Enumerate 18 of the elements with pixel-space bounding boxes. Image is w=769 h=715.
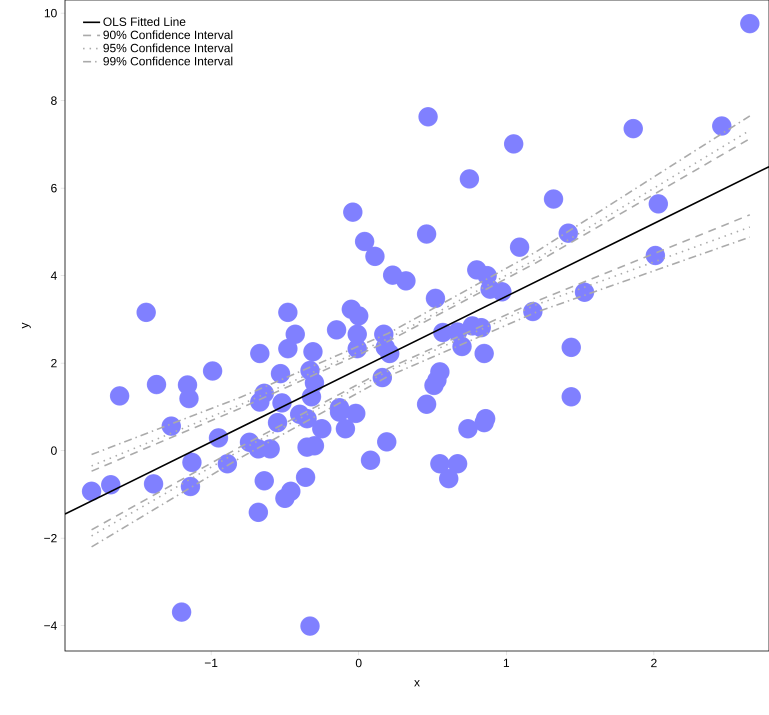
y-tick-label: 4 [50,272,57,280]
y-tick-label: 10 [44,8,57,18]
legend-label: 95% Confidence Interval [103,44,232,52]
legend-label: 99% Confidence Interval [103,56,232,66]
y-tick-label: −4 [44,622,57,630]
y-tick-label: 6 [51,184,57,192]
x-tick-label: −1 [204,658,218,667]
y-tick-label: 0 [51,446,57,455]
x-tick-label: 2 [651,658,657,668]
x-tick-label: 0 [356,658,362,668]
x-tick-label: 1 [504,658,510,667]
y-tick-label: −2 [44,534,57,542]
legend-label: OLS Fitted Line [103,17,186,26]
y-tick-label: 8 [51,96,57,105]
x-axis-title: x [414,680,420,686]
y-axis-title: y [22,322,31,328]
y-tick-label: 2 [51,358,57,368]
legend-label: 90% Confidence Interval [103,30,232,40]
